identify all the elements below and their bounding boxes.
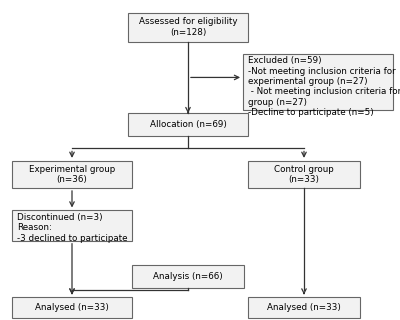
Text: Analysis (n=66): Analysis (n=66): [153, 272, 223, 281]
FancyBboxPatch shape: [128, 113, 248, 136]
Text: Analysed (n=33): Analysed (n=33): [35, 303, 109, 312]
Text: Control group
(n=33): Control group (n=33): [274, 165, 334, 184]
Text: Assessed for eligibility
(n=128): Assessed for eligibility (n=128): [139, 18, 237, 37]
FancyBboxPatch shape: [132, 265, 244, 288]
FancyBboxPatch shape: [248, 298, 360, 318]
Text: Discontinued (n=3)
Reason:
-3 declined to participate: Discontinued (n=3) Reason: -3 declined t…: [17, 213, 127, 243]
Text: Excluded (n=59)
-Not meeting inclusion criteria for
experimental group (n=27)
 -: Excluded (n=59) -Not meeting inclusion c…: [248, 56, 400, 117]
FancyBboxPatch shape: [243, 53, 393, 109]
FancyBboxPatch shape: [12, 161, 132, 188]
Text: Allocation (n=69): Allocation (n=69): [150, 120, 226, 129]
Text: Analysed (n=33): Analysed (n=33): [267, 303, 341, 312]
FancyBboxPatch shape: [12, 211, 132, 241]
FancyBboxPatch shape: [248, 161, 360, 188]
FancyBboxPatch shape: [12, 298, 132, 318]
FancyBboxPatch shape: [128, 13, 248, 42]
Text: Experimental group
(n=36): Experimental group (n=36): [29, 165, 115, 184]
